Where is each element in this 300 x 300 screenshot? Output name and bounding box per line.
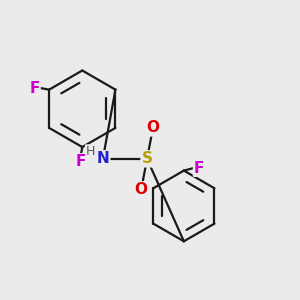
Text: S: S	[142, 151, 153, 166]
Text: F: F	[194, 161, 204, 176]
Text: O: O	[135, 182, 148, 197]
Text: N: N	[97, 151, 109, 166]
Text: F: F	[29, 81, 40, 96]
Text: H: H	[85, 145, 95, 158]
Text: O: O	[146, 120, 159, 135]
Text: F: F	[76, 154, 86, 169]
